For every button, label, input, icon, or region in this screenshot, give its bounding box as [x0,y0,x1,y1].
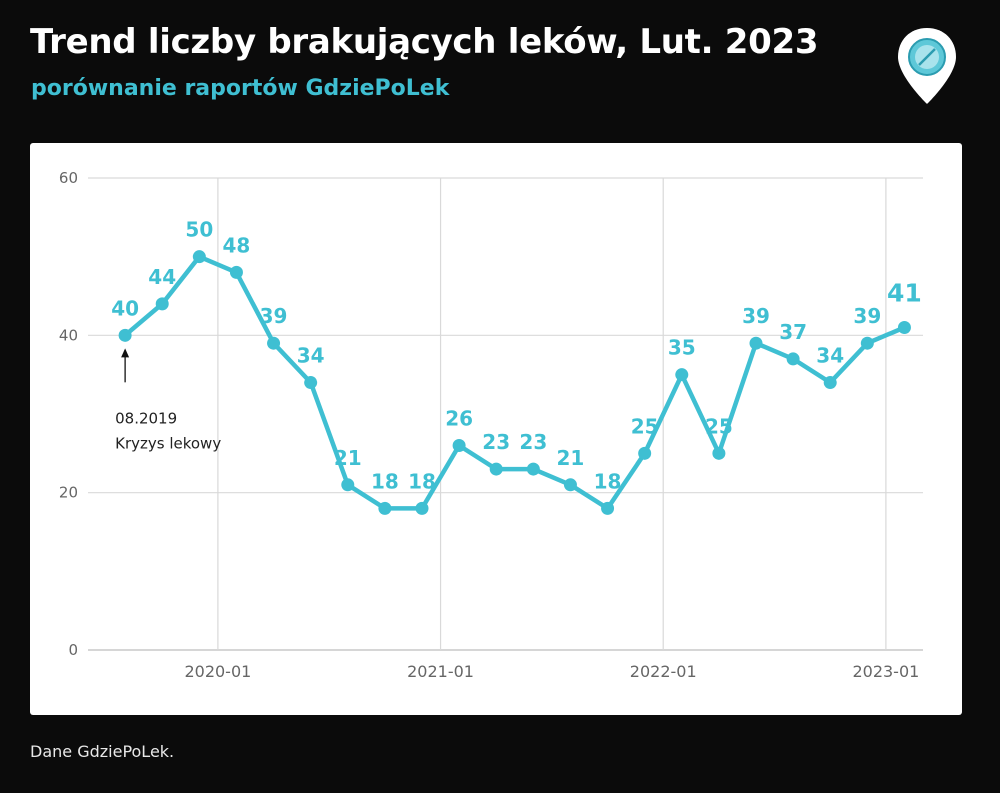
data-point [526,462,540,476]
annotation-date: 08.2019 [115,409,177,427]
data-point [897,320,911,334]
data-label: 37 [779,320,807,344]
y-tick-label: 0 [68,641,78,659]
data-label: 40 [111,296,139,320]
data-point [192,250,206,264]
data-point [118,328,132,342]
line-chart: 0 20 40 60 2020-01 2021-01 2022-01 2023-01 08.2… [59,169,923,681]
x-tick-label: 2023-01 [852,662,919,681]
x-tick-label: 2020-01 [184,662,251,681]
data-point [563,478,577,492]
chart-panel: 0 20 40 60 2020-01 2021-01 2022-01 2023-01 08.2… [30,143,962,715]
data-label: 50 [185,218,213,242]
data-point [786,352,800,366]
data-point [675,368,689,382]
data-label: 23 [482,430,510,454]
data-point [749,336,763,350]
y-tick-label: 60 [59,169,78,187]
data-label: 39 [853,304,881,328]
data-label: 48 [223,233,251,257]
y-tick-label: 20 [59,484,78,502]
data-label: 34 [297,344,325,368]
data-point [860,336,874,350]
x-tick-label: 2022-01 [630,662,697,681]
pill-pin-icon [895,26,959,106]
data-label: 18 [594,469,622,493]
data-label: 34 [816,344,844,368]
data-point [415,501,429,515]
data-label: 21 [557,446,585,470]
data-point [823,376,837,390]
data-point [341,478,355,492]
data-label: 21 [334,446,362,470]
data-label: 41 [887,278,922,307]
data-point [638,446,652,460]
data-label: 44 [148,265,176,289]
data-label: 25 [705,414,733,438]
data-point [601,501,615,515]
chart-subtitle: porównanie raportów GdziePoLek [31,76,450,101]
data-label: 18 [371,469,399,493]
data-label: 25 [631,414,659,438]
data-label: 39 [742,304,770,328]
x-tick-label: 2021-01 [407,662,474,681]
data-label: 35 [668,336,696,360]
data-point [304,376,318,390]
chart-title: Trend liczby brakujących leków, Lut. 202… [30,22,819,62]
data-point [452,438,466,452]
data-point [267,336,281,350]
series-line [122,254,907,511]
data-point [712,446,726,460]
annotation-label: Kryzys lekowy [115,434,221,452]
data-point [489,462,503,476]
y-tick-label: 40 [59,326,78,344]
data-label: 39 [260,304,288,328]
data-label: 23 [519,430,547,454]
data-label: 18 [408,469,436,493]
data-point [229,265,243,279]
data-label: 26 [445,406,473,430]
annotation-arrowhead [121,348,130,358]
data-point [378,501,392,515]
data-point [155,297,169,311]
source-note: Dane GdziePoLek. [30,742,175,761]
